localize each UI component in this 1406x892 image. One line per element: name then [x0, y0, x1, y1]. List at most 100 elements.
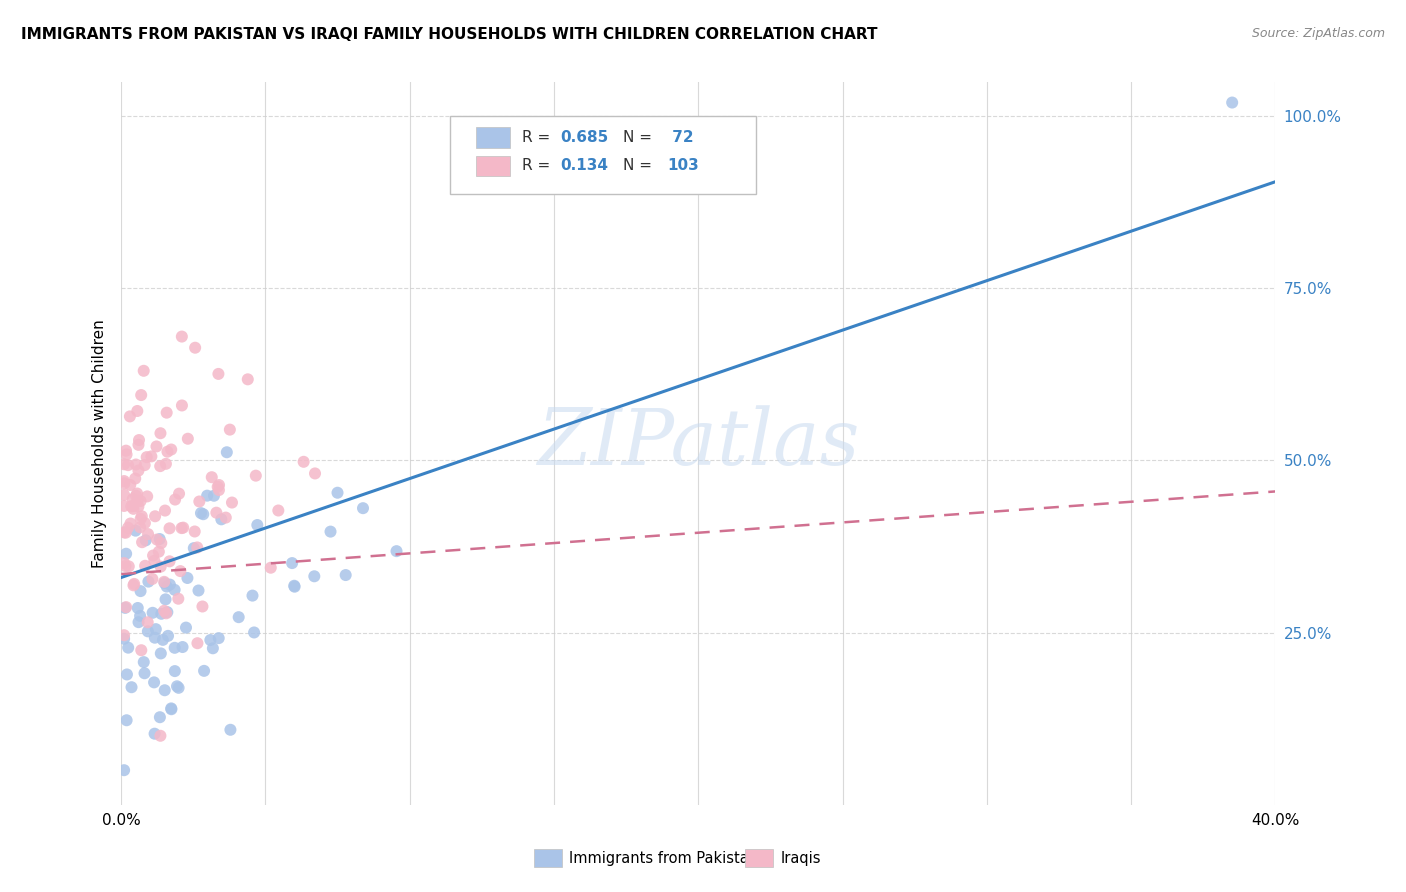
Point	[281, 556, 304, 570]
Point	[129, 643, 152, 657]
Point	[208, 478, 231, 492]
Point	[125, 489, 148, 503]
Point	[155, 457, 177, 471]
Text: N =: N =	[623, 158, 657, 173]
Point	[114, 600, 136, 615]
Text: 0.134: 0.134	[560, 158, 607, 173]
Point	[187, 583, 209, 598]
Point	[134, 516, 156, 530]
Point	[118, 409, 141, 424]
Point	[174, 621, 197, 635]
Point	[155, 607, 177, 621]
Point	[219, 723, 242, 737]
Point	[245, 468, 267, 483]
Point	[127, 601, 149, 615]
Point	[163, 582, 186, 597]
Point	[319, 524, 342, 539]
Text: R =: R =	[522, 158, 555, 173]
Point	[201, 641, 224, 656]
Text: 72: 72	[668, 130, 693, 145]
Point	[129, 608, 152, 623]
Point	[163, 640, 186, 655]
Point	[115, 713, 138, 727]
Text: 0.685: 0.685	[560, 130, 607, 145]
Point	[132, 655, 155, 669]
Point	[184, 341, 207, 355]
Point	[136, 615, 159, 630]
Point	[166, 679, 188, 693]
Point	[131, 535, 153, 549]
Point	[149, 729, 172, 743]
Point	[112, 763, 135, 777]
Y-axis label: Family Households with Children: Family Households with Children	[93, 318, 107, 567]
Point	[267, 503, 290, 517]
Point	[335, 568, 357, 582]
Point	[143, 631, 166, 645]
Point	[127, 500, 149, 514]
Point	[218, 423, 240, 437]
Point	[112, 628, 135, 642]
Point	[326, 485, 349, 500]
Point	[143, 727, 166, 741]
Point	[215, 445, 238, 459]
Point	[148, 544, 170, 558]
Point	[114, 559, 136, 574]
Point	[136, 490, 159, 504]
Point	[117, 521, 139, 535]
Point	[207, 367, 229, 381]
Point	[112, 476, 135, 491]
Point	[191, 599, 214, 614]
Point	[135, 450, 157, 464]
Point	[145, 439, 167, 453]
Point	[236, 372, 259, 386]
Point	[150, 536, 173, 550]
Point	[128, 615, 150, 629]
Point	[143, 509, 166, 524]
Point	[170, 521, 193, 535]
Point	[129, 494, 152, 508]
Point	[112, 556, 135, 570]
Point	[167, 591, 190, 606]
Point	[132, 364, 155, 378]
FancyBboxPatch shape	[475, 128, 510, 148]
Point	[120, 516, 142, 531]
Point	[160, 702, 183, 716]
Point	[138, 574, 160, 589]
Point	[1220, 95, 1243, 110]
Point	[141, 450, 163, 464]
Point	[153, 503, 176, 517]
Point	[260, 560, 283, 574]
Point	[201, 470, 224, 484]
Point	[159, 554, 181, 568]
Point	[112, 474, 135, 488]
Point	[127, 464, 149, 478]
Point	[160, 442, 183, 457]
Point	[122, 499, 145, 513]
Point	[149, 459, 172, 474]
Point	[112, 457, 135, 471]
Point	[128, 433, 150, 447]
Point	[284, 580, 307, 594]
Point	[177, 432, 200, 446]
Point	[121, 492, 143, 507]
Point	[352, 501, 374, 516]
Point	[176, 571, 198, 585]
Text: Iraqis: Iraqis	[780, 851, 821, 865]
Point	[188, 494, 211, 508]
Point	[165, 492, 187, 507]
Point	[112, 499, 135, 513]
Point	[208, 483, 231, 497]
Point	[228, 610, 250, 624]
Point	[117, 640, 139, 655]
Point	[292, 455, 315, 469]
Text: Immigrants from Pakistan: Immigrants from Pakistan	[569, 851, 759, 865]
Point	[136, 624, 159, 639]
Point	[193, 507, 215, 521]
Point	[172, 640, 194, 654]
Point	[128, 438, 150, 452]
Point	[149, 710, 172, 724]
Point	[129, 512, 152, 526]
Point	[134, 666, 156, 681]
Point	[200, 633, 222, 648]
Point	[242, 589, 264, 603]
